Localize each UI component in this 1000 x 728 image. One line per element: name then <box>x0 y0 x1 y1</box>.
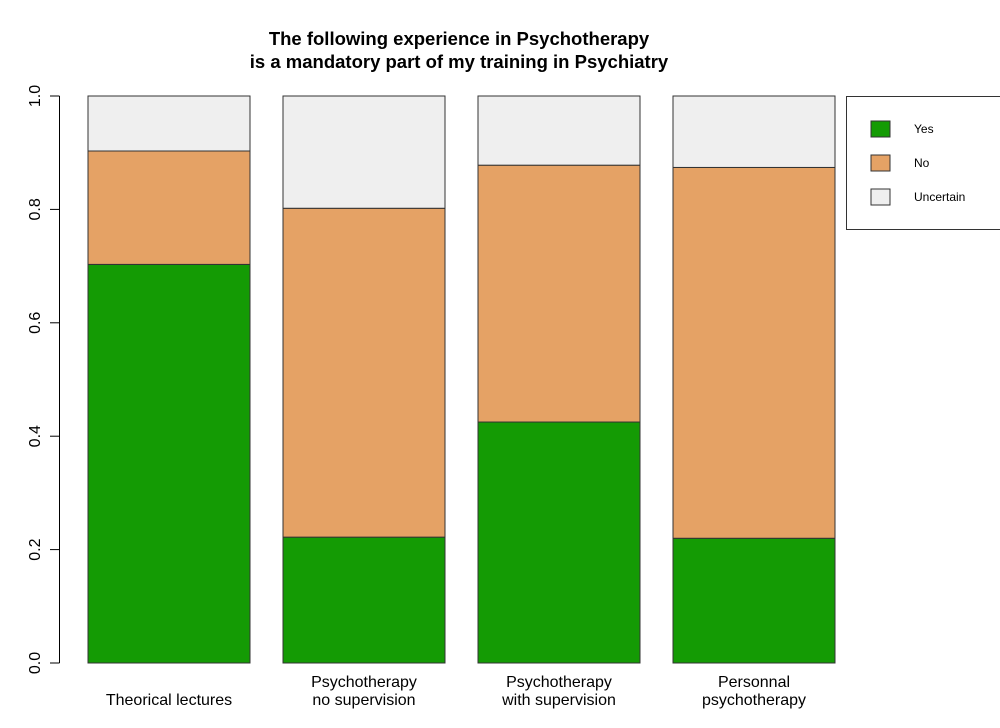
x-tick-label: no supervision <box>312 692 415 709</box>
x-tick-label: Personnal <box>718 674 790 691</box>
bar-segment-no <box>477 164 641 423</box>
chart-title-line: The following experience in Psychotherap… <box>269 28 650 49</box>
legend-swatch-yes <box>870 120 891 138</box>
bar-segment-no <box>282 207 446 538</box>
bar-segment-yes <box>672 537 836 664</box>
bar-segment-uncertain <box>672 95 836 168</box>
y-axis: 0.0 0.2 0.4 0.6 0.8 1.0 <box>27 85 60 674</box>
bars <box>87 95 836 664</box>
x-tick-label: with supervision <box>501 692 616 709</box>
legend: Yes No Uncertain <box>846 96 1000 230</box>
y-tick-label: 0.2 <box>27 538 44 560</box>
legend-swatch-uncertain <box>870 188 891 206</box>
x-tick-label: Psychotherapy <box>311 674 417 691</box>
y-tick-label: 1.0 <box>27 85 44 107</box>
bar-segment-uncertain <box>87 95 251 152</box>
bar-segment-yes <box>477 421 641 664</box>
chart-title-line: is a mandatory part of my training in Ps… <box>250 51 669 72</box>
legend-swatch-no <box>870 154 891 172</box>
legend-label-no: No <box>914 156 930 170</box>
bar-segment-uncertain <box>282 95 446 209</box>
x-tick-label: psychotherapy <box>702 692 806 709</box>
y-tick-label: 0.6 <box>27 312 44 334</box>
legend-label-yes: Yes <box>914 122 934 136</box>
chart-title: The following experience in Psychotherap… <box>250 28 669 72</box>
bar-segment-uncertain <box>477 95 641 166</box>
y-tick-label: 0.8 <box>27 198 44 220</box>
bar-segment-yes <box>282 536 446 664</box>
bar-segment-no <box>672 166 836 539</box>
legend-box <box>846 96 1000 230</box>
x-tick-label: Psychotherapy <box>506 674 612 691</box>
x-tick-label: Theorical lectures <box>106 692 232 709</box>
bar-segment-no <box>87 150 251 265</box>
legend-label-uncertain: Uncertain <box>914 190 965 204</box>
y-tick-label: 0.4 <box>27 425 44 447</box>
bar-segment-yes <box>87 263 251 664</box>
y-tick-label: 0.0 <box>27 652 44 674</box>
